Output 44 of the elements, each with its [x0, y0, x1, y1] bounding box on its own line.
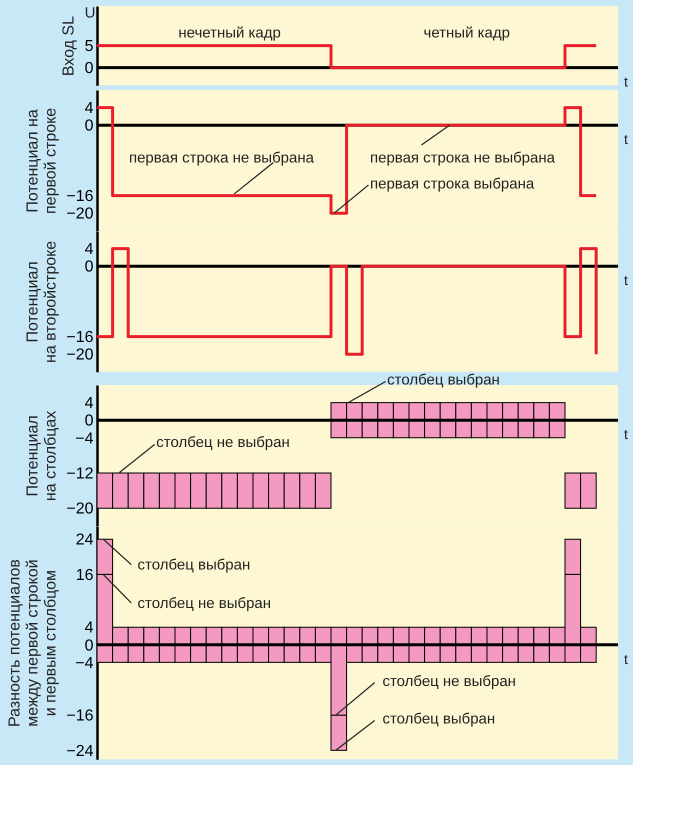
- annotation: столбец не выбран: [138, 594, 272, 612]
- x-axis-title: t: [624, 74, 628, 90]
- y-tick-label: −20: [66, 346, 94, 364]
- y-tick-label: 0: [84, 637, 94, 654]
- y-tick-label: 4: [84, 395, 94, 412]
- y-axis-title: Потенциал на столбцах: [24, 410, 60, 502]
- y-tick-label: −20: [66, 500, 94, 518]
- x-axis-title: t: [624, 426, 628, 442]
- annotation: первая строка не выбрана: [370, 149, 556, 166]
- y-axis-title: Потенциал на первой строке: [24, 108, 60, 214]
- x-axis-title: t: [624, 131, 628, 148]
- annotation: столбец выбран: [387, 371, 500, 388]
- y-tick-label: 4: [84, 620, 94, 637]
- y-tick-label: −4: [75, 430, 94, 448]
- annotation: столбец выбран: [382, 710, 496, 728]
- annotation: столбец не выбран: [382, 672, 516, 690]
- x-axis-title: t: [624, 650, 628, 667]
- y-tick-label: 0: [84, 258, 94, 276]
- y-axis-title: Разность потенциалов между первой строкой и первым столбцом: [6, 559, 60, 728]
- y-tick-label: −16: [66, 708, 94, 725]
- y-tick-label: −4: [75, 654, 94, 672]
- annotation: первая строка выбрана: [370, 175, 535, 192]
- x-axis-title: t: [624, 272, 628, 288]
- annotation: столбец выбран: [138, 556, 250, 574]
- annotation: нечетный кадр: [178, 24, 281, 42]
- y-tick-label: 0: [84, 412, 94, 430]
- y-tick-label: 4: [84, 241, 94, 258]
- y-tick-label: −24: [66, 742, 94, 760]
- y-tick-label: 4: [84, 100, 94, 118]
- y-tick-label: −20: [66, 206, 94, 223]
- y-tick-label: 0: [84, 60, 94, 78]
- y-tick-label: −16: [66, 329, 94, 346]
- y-tick-label: −16: [66, 188, 94, 206]
- y-tick-label: 24: [76, 532, 94, 549]
- annotation: первая строка не выбрана: [128, 149, 315, 166]
- y-axis-title: Вход SL: [60, 16, 78, 76]
- annotation: четный кадр: [424, 24, 510, 42]
- y-axis-title: Потенциал на второйстроке: [24, 240, 60, 364]
- y-tick-label: 0: [84, 118, 94, 135]
- y-tick-label: 5: [84, 38, 94, 56]
- annotation: столбец не выбран: [156, 434, 290, 452]
- y-tick-label: 16: [76, 566, 94, 584]
- y-tick-label: −12: [66, 466, 94, 482]
- text: U: [84, 4, 96, 22]
